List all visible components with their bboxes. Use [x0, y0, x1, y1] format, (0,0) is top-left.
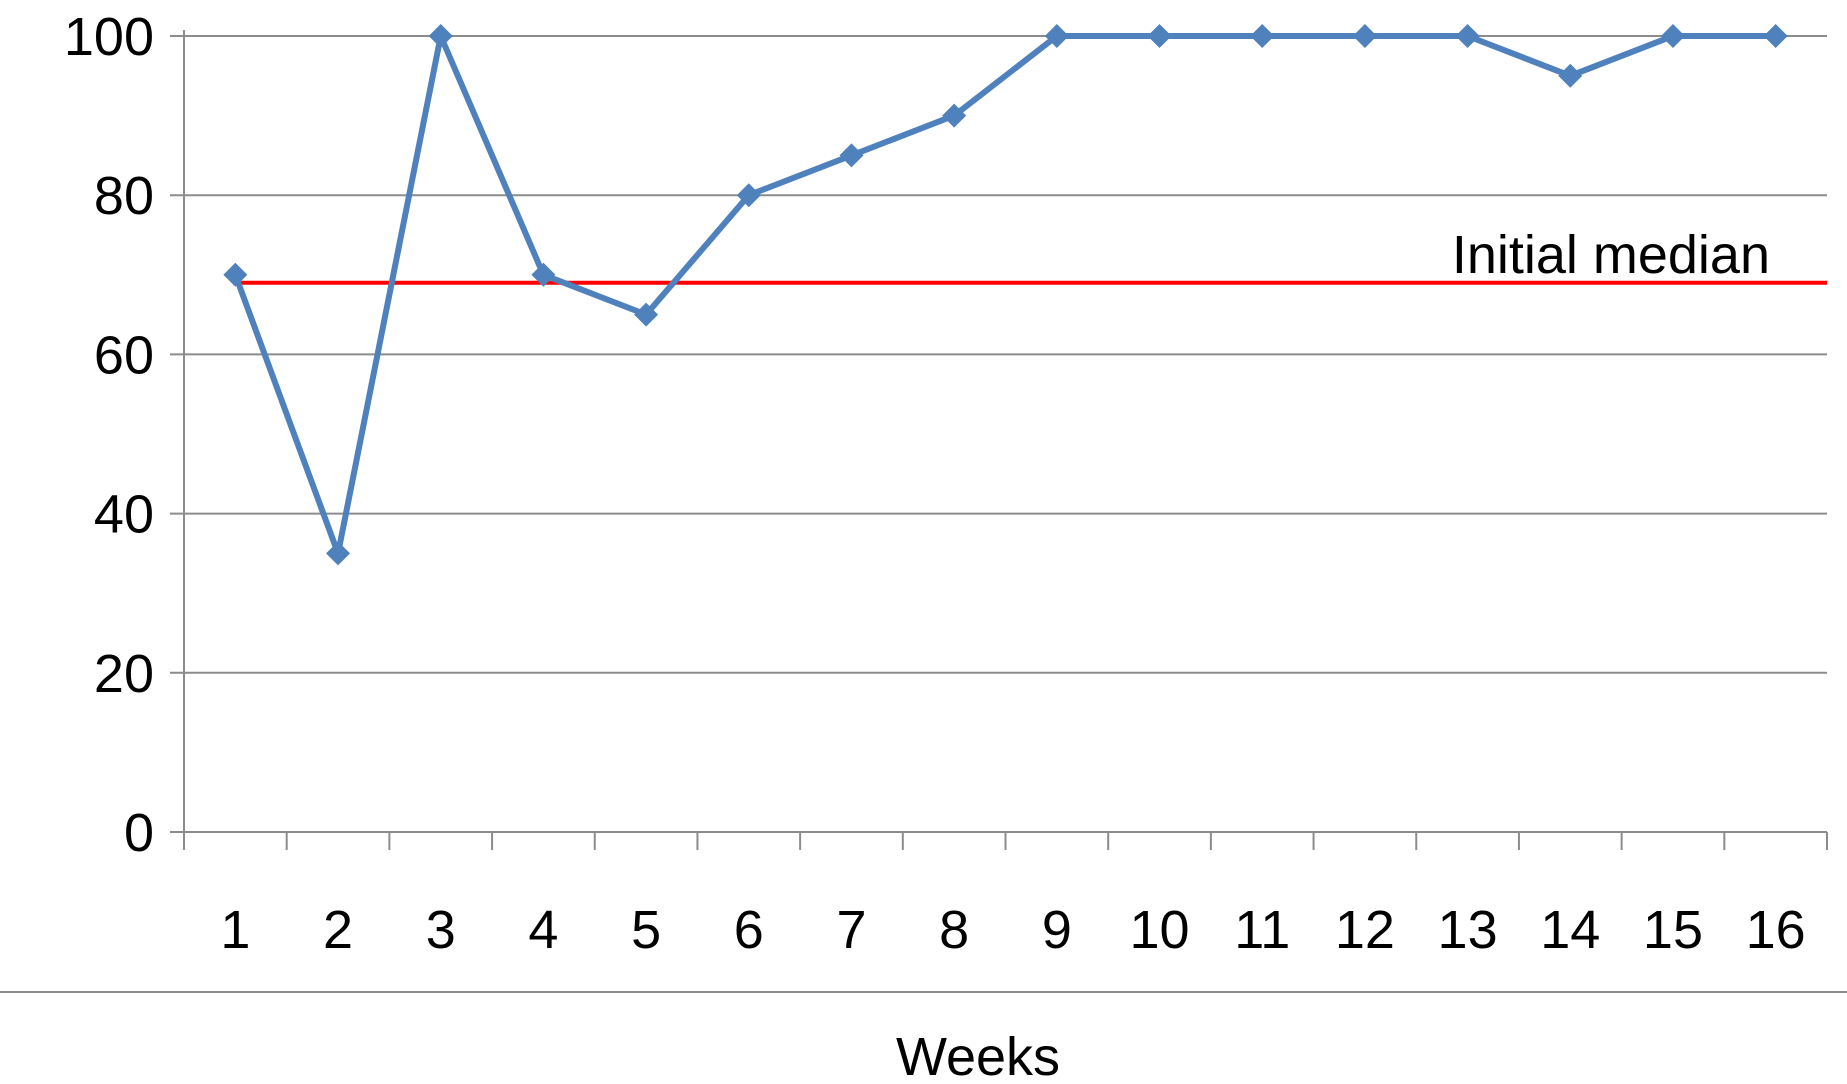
data-point-week-7: [839, 143, 864, 168]
data-point-week-2: [326, 541, 351, 566]
data-point-week-11: [1250, 24, 1275, 48]
y-tick-label-100: 100: [64, 7, 154, 67]
x-tick-label-4: 4: [528, 900, 558, 960]
x-tick-label-11: 11: [1234, 900, 1290, 960]
y-tick-label-40: 40: [94, 485, 154, 545]
series-group: [223, 24, 1788, 566]
data-point-week-15: [1660, 24, 1685, 48]
x-tick-label-13: 13: [1438, 900, 1498, 960]
x-tick-label-16: 16: [1746, 900, 1806, 960]
x-tick-label-15: 15: [1643, 900, 1703, 960]
x-tick-label-6: 6: [734, 900, 764, 960]
data-point-week-14: [1558, 63, 1583, 88]
data-point-week-10: [1147, 24, 1172, 48]
x-axis-title: Weeks: [896, 1027, 1060, 1084]
reference-line-label: Initial median: [1452, 225, 1770, 285]
x-tick-label-3: 3: [426, 900, 456, 960]
y-tick-label-80: 80: [94, 166, 154, 226]
data-point-week-5: [634, 302, 659, 327]
data-point-week-8: [942, 103, 967, 128]
x-tick-labels: 1 2 3 4 5 6 7 8 9 10 11 12 13 14 15 16: [220, 900, 1805, 960]
y-tick-label-20: 20: [94, 644, 154, 704]
data-point-week-6: [736, 183, 761, 208]
gridlines: [170, 35, 1827, 674]
data-point-week-9: [1044, 24, 1069, 48]
data-point-week-1: [223, 262, 248, 287]
x-tick-label-5: 5: [631, 900, 661, 960]
x-tick-label-8: 8: [939, 900, 969, 960]
x-tick-label-12: 12: [1335, 900, 1395, 960]
y-tick-label-0: 0: [124, 803, 154, 863]
series-line: [232, 33, 1776, 557]
x-tick-label-2: 2: [323, 900, 353, 960]
x-tick-label-9: 9: [1042, 900, 1072, 960]
y-tick-label-60: 60: [94, 325, 154, 385]
data-point-week-16: [1763, 24, 1788, 48]
data-point-week-13: [1455, 24, 1480, 48]
data-point-week-12: [1352, 24, 1377, 48]
x-tick-label-10: 10: [1129, 900, 1189, 960]
axes: [0, 30, 1847, 993]
data-point-week-3: [428, 24, 453, 48]
data-point-week-4: [531, 262, 556, 287]
x-tick-label-1: 1: [220, 900, 250, 960]
x-tick-label-7: 7: [836, 900, 866, 960]
y-tick-labels: 0 20 40 60 80 100: [64, 7, 154, 863]
reference-line-group: Initial median: [235, 225, 1827, 285]
x-tick-label-14: 14: [1540, 900, 1600, 960]
